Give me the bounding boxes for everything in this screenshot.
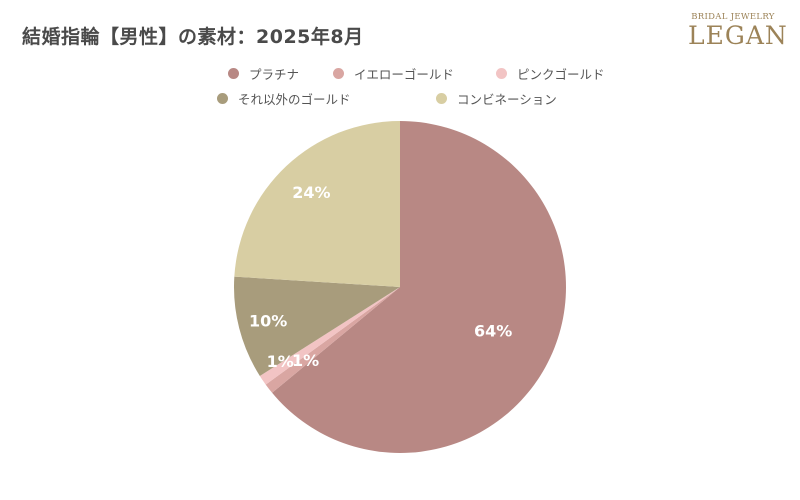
pie-data-label: 64% [474,321,512,340]
pie-slice [265,287,400,393]
legend-swatch [436,93,447,104]
legend-item: イエローゴールド [333,64,454,83]
legend-item: それ以外のゴールド [217,89,351,108]
brand-logo: BRIDAL JEWELRY LEGAN [688,12,788,50]
pie-data-label: 1% [292,351,319,370]
legend-label: ピンクゴールド [517,67,605,82]
pie-data-label: 24% [292,183,330,202]
legend-label: それ以外のゴールド [238,92,351,107]
chart-title: 結婚指輪【男性】の素材：2025年8月 [22,26,364,48]
logo-tagline: BRIDAL JEWELRY [691,12,775,22]
legend-swatch [228,68,239,79]
legend-label: プラチナ [249,67,300,82]
pie-data-label: 10% [249,311,287,330]
pie-slice [272,121,566,454]
logo-brand: LEGAN [688,21,788,50]
legend-swatch [333,68,344,79]
legend-item: プラチナ [228,64,299,83]
pie-data-label: 1% [267,352,294,371]
legend-item: コンビネーション [436,89,557,108]
pie-slice [234,121,400,287]
legend-swatch [217,93,228,104]
legend-item: ピンクゴールド [496,64,605,83]
chart-legend: プラチナ イエローゴールド ピンクゴールドそれ以外のゴールド コンビネーション [0,0,800,110]
legend-label: コンビネーション [457,92,557,107]
pie-slice [259,287,400,385]
legend-swatch [496,68,507,79]
pie-slice [233,276,400,376]
legend-label: イエローゴールド [354,67,454,82]
